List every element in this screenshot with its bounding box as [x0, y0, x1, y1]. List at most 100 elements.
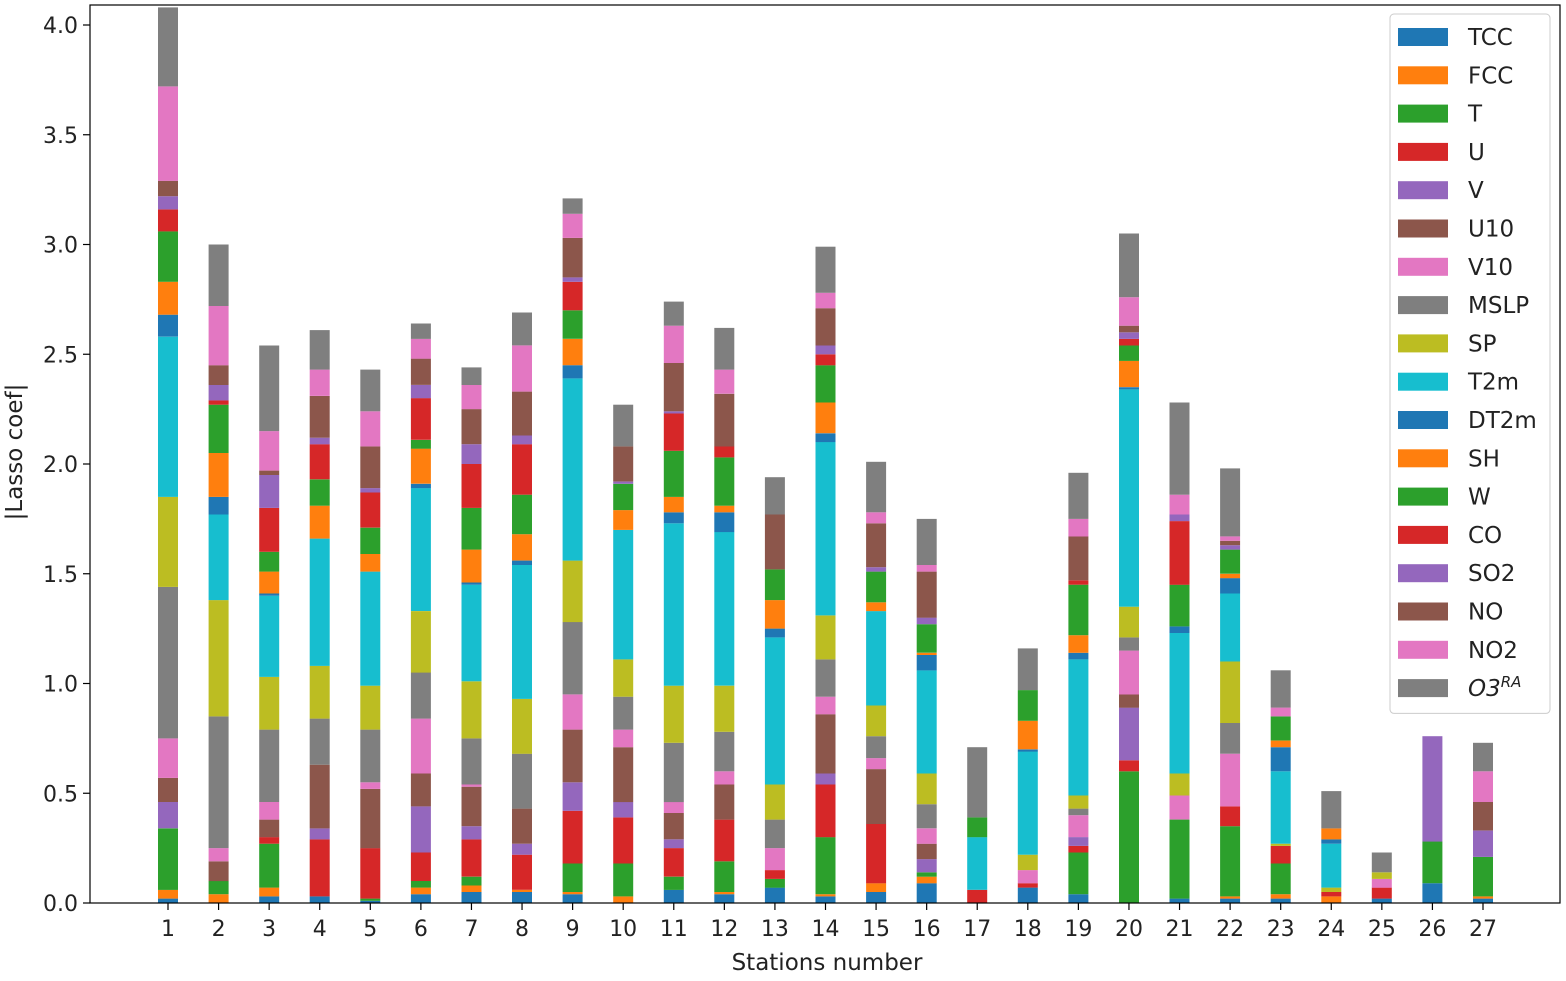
- bar-segment-o3-station-10: [613, 404, 634, 447]
- bar-segment-sh-station-18: [1017, 720, 1038, 750]
- bar-segment-v-station-8: [512, 843, 532, 855]
- bar-segment-w-station-17: [967, 817, 988, 838]
- bar-segment-mslp-station-20: [1119, 637, 1139, 651]
- bar-segment-v10-station-15: [866, 758, 887, 770]
- x-tick-label: 18: [1014, 917, 1042, 942]
- bar-segment-v10-station-2: [208, 848, 229, 862]
- legend-label-o3: O3RA: [1468, 673, 1521, 702]
- bar-segment-u-station-11: [663, 848, 684, 877]
- bar-segment-tcc-station-9: [562, 894, 583, 903]
- x-tick-label: 23: [1267, 917, 1295, 942]
- x-tick-label: 17: [963, 917, 991, 942]
- bar-segment-no-station-8: [512, 391, 532, 436]
- bar-segment-u-station-19: [1068, 845, 1089, 853]
- legend-swatch-sh: [1398, 449, 1448, 468]
- bar-segment-co-station-2: [208, 400, 229, 405]
- bar-segment-sh-station-5: [360, 554, 381, 572]
- bar-segment-u10-station-1: [158, 777, 178, 802]
- bar-segment-so2-station-4: [309, 437, 330, 445]
- bar-segment-no-station-12: [714, 393, 735, 447]
- bar-segment-sp-station-10: [613, 659, 634, 697]
- bar-segment-v-station-4: [309, 828, 330, 840]
- legend-label-fcc: FCC: [1468, 63, 1513, 89]
- bar-segment-v10-station-21: [1169, 795, 1190, 820]
- x-tick-label: 19: [1064, 917, 1092, 942]
- legend: TCC FCC TUV U10 V10 MSLP SP T2m DT2m SH W CO SO2 NO NO…: [1389, 13, 1551, 714]
- bar-segment-tcc-station-25: [1371, 898, 1392, 903]
- bar-segment-tcc-station-1: [158, 898, 178, 903]
- bar-segment-t-station-21: [1169, 819, 1190, 899]
- bar-segment-t2m-station-4: [309, 538, 330, 666]
- bar-segment-sp-station-19: [1068, 795, 1089, 809]
- y-tick-label: 2.5: [43, 343, 78, 368]
- bar-segment-so2-station-16: [916, 617, 937, 625]
- bar-segment-v10-station-9: [562, 694, 583, 730]
- bar-segment-tcc-station-13: [764, 887, 785, 903]
- bar-segment-o3-station-18: [1017, 648, 1038, 691]
- bar-segment-sp-station-15: [866, 705, 887, 737]
- x-tick-label: 3: [262, 917, 276, 942]
- bar-segment-no-station-4: [309, 396, 330, 438]
- bar-segment-no-station-20: [1119, 325, 1139, 333]
- bar-segment-no-station-16: [916, 571, 937, 618]
- bar-segment-mslp-station-5: [360, 729, 381, 783]
- legend-label-v10: V10: [1468, 255, 1513, 281]
- bar-segment-v10-station-12: [714, 771, 735, 785]
- bar-segment-no-station-5: [360, 446, 381, 489]
- bar-segment-mslp-station-12: [714, 731, 735, 772]
- bar-segment-w-station-1: [158, 231, 178, 282]
- bar-segment-sh-station-2: [208, 453, 229, 497]
- bar-segment-tcc-station-4: [309, 896, 330, 903]
- bar-segment-no-station-13: [764, 514, 785, 570]
- bar-segment-tcc-station-7: [461, 892, 482, 903]
- legend-label-no: NO: [1468, 600, 1503, 626]
- x-tick-label: 26: [1418, 917, 1446, 942]
- bar-segment-t2m-station-24: [1321, 843, 1342, 888]
- bar-segment-t2m-station-5: [360, 571, 381, 686]
- bar-segment-fcc-station-8: [512, 889, 532, 892]
- bar-segment-t-station-22: [1220, 826, 1241, 897]
- bar-segment-t-station-16: [916, 872, 937, 877]
- bar-segment-co-station-1: [158, 209, 178, 232]
- bar-segment-w-station-22: [1220, 549, 1241, 574]
- bar-segment-o3-station-17: [967, 747, 988, 818]
- bar-segment-so2-station-15: [866, 567, 887, 572]
- bar-segment-sh-station-23: [1270, 740, 1291, 748]
- bar-segment-t-station-10: [613, 863, 634, 897]
- bar-segment-w-station-7: [461, 507, 482, 550]
- bar-segment-t-station-13: [764, 878, 785, 888]
- bar-segment-mslp-station-14: [815, 659, 836, 697]
- bar-segment-mslp-station-16: [916, 804, 937, 829]
- bar-segment-no2-station-1: [158, 86, 178, 181]
- bar-segment-w-station-20: [1119, 345, 1139, 361]
- x-tick-label: 12: [710, 917, 738, 942]
- bar-segment-sp-station-7: [461, 681, 482, 739]
- x-tick-label: 13: [761, 917, 789, 942]
- bar-segment-t-station-1: [158, 828, 178, 890]
- bar-segment-dt2m-station-18: [1017, 749, 1038, 752]
- bar-segment-dt2m-station-12: [714, 512, 735, 533]
- bar-segment-so2-station-9: [562, 277, 583, 282]
- bar-segment-w-station-11: [663, 450, 684, 497]
- bar-segment-no2-station-11: [663, 325, 684, 363]
- y-tick-label: 0.5: [43, 782, 78, 807]
- legend-swatch-no: [1398, 602, 1448, 621]
- y-tick-label: 2.0: [43, 453, 78, 478]
- bar-segment-no-station-10: [613, 446, 634, 482]
- x-tick-label: 22: [1216, 917, 1244, 942]
- bar-segment-so2-station-8: [512, 435, 532, 445]
- bar-segment-sh-station-19: [1068, 635, 1089, 653]
- bar-segment-u-station-10: [613, 817, 634, 864]
- bar-segment-mslp-station-27: [1473, 742, 1493, 772]
- bar-segment-no-station-9: [562, 237, 583, 278]
- bar-segment-sh-station-22: [1220, 573, 1241, 579]
- bar-segment-v10-station-3: [259, 802, 280, 820]
- bar-segment-w-station-23: [1270, 716, 1291, 741]
- bar-segment-v10-station-11: [663, 802, 684, 813]
- bar-segment-tcc-station-14: [815, 896, 836, 903]
- bar-segment-dt2m-station-1: [158, 314, 178, 337]
- bar-segment-no2-station-21: [1169, 494, 1190, 515]
- legend-swatch-t2m: [1398, 372, 1448, 391]
- bar-segment-u10-station-11: [663, 813, 684, 840]
- bar-segment-sh-station-15: [866, 602, 887, 612]
